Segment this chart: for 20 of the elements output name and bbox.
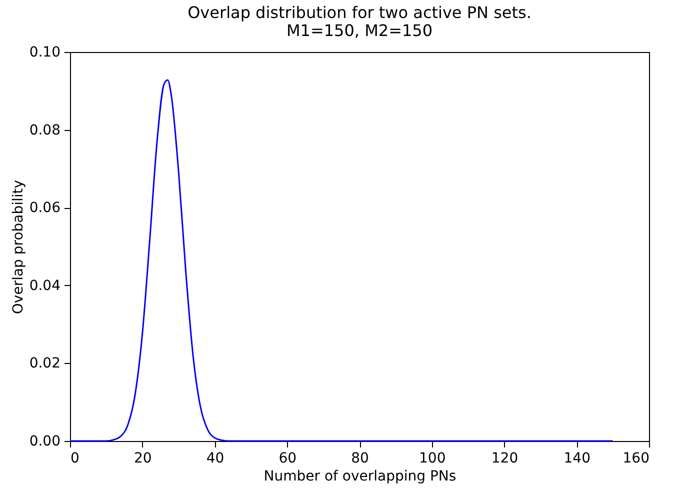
y-tick-label: 0.02 — [29, 356, 60, 372]
chart-subtitle: M1=150, M2=150 — [286, 21, 433, 40]
y-tick-label: 0.04 — [29, 278, 61, 294]
line-series — [69, 79, 614, 442]
x-axis-title: Number of overlapping PNs — [264, 468, 456, 484]
y-tick-label: 0.00 — [29, 434, 60, 450]
x-tick-label: 40 — [206, 450, 224, 466]
x-tick-label: 120 — [491, 450, 518, 466]
y-tick-label: 0.08 — [29, 122, 60, 138]
x-tick-label: 100 — [419, 450, 446, 466]
chart-title: Overlap distribution for two active PN sets. — [188, 3, 532, 22]
y-tick-label: 0.06 — [29, 200, 61, 216]
x-tick-label: 20 — [134, 450, 152, 466]
x-tick-label: 140 — [564, 450, 590, 466]
x-tick-label: 60 — [278, 450, 297, 466]
x-tick-label: 160 — [622, 450, 650, 466]
y-tick-label: 0.10 — [29, 44, 60, 60]
x-tick-label: 80 — [351, 450, 369, 466]
x-tick-label: 0 — [70, 450, 80, 466]
y-axis-title: Overlap probability — [10, 180, 26, 314]
